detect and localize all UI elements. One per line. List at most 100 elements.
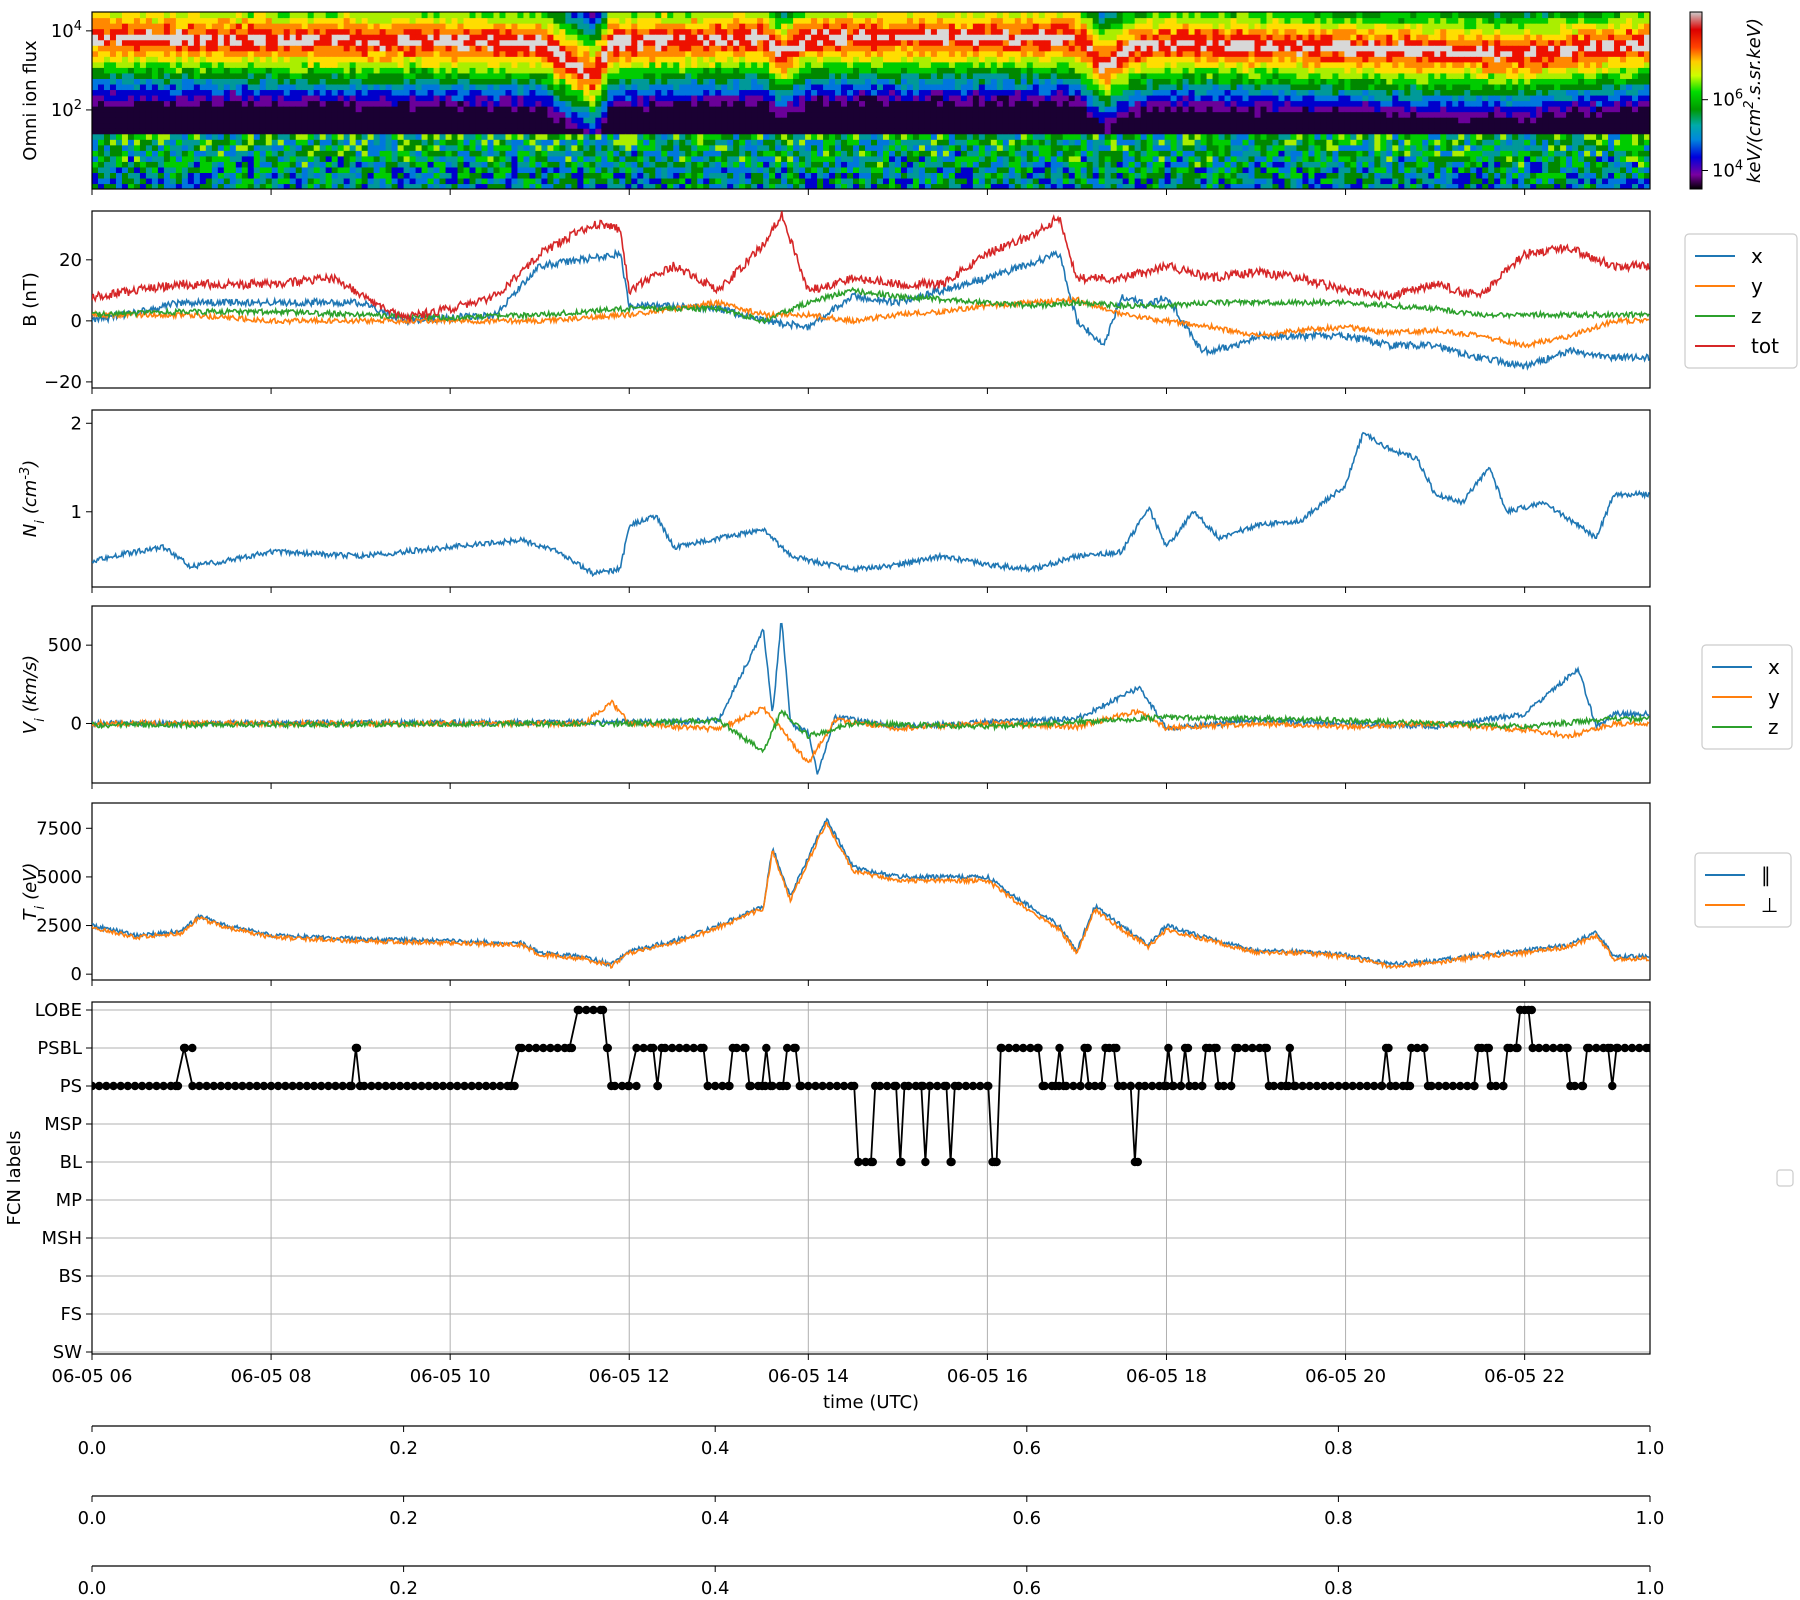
flux-cell xyxy=(625,150,632,157)
flux-cell xyxy=(92,122,99,129)
flux-cell xyxy=(1014,56,1022,63)
flux-cell xyxy=(349,177,357,185)
flux-cell xyxy=(954,128,962,135)
flux-cell xyxy=(463,12,471,19)
flux-cell xyxy=(127,83,135,91)
flux-cell xyxy=(367,117,375,124)
flux-cell xyxy=(475,78,483,85)
flux-cell xyxy=(613,23,620,30)
flux-cell xyxy=(553,177,560,185)
flux-cell xyxy=(1002,23,1010,30)
flux-cell xyxy=(115,39,123,46)
flux-cell xyxy=(175,23,183,30)
flux-cell xyxy=(667,117,674,124)
flux-cell xyxy=(397,56,405,63)
flux-cell xyxy=(319,161,327,168)
flux-cell xyxy=(847,34,854,41)
flux-cell xyxy=(355,50,363,57)
flux-cell xyxy=(301,128,309,135)
flux-cell xyxy=(355,117,363,124)
flux-cell xyxy=(343,72,351,79)
flux-cell xyxy=(92,45,99,52)
flux-cell xyxy=(235,89,243,96)
flux-cell xyxy=(451,139,459,146)
flux-cell xyxy=(733,61,740,68)
flux-cell xyxy=(163,155,171,162)
flux-cell xyxy=(247,133,255,140)
flux-cell xyxy=(607,128,614,135)
flux-cell xyxy=(954,177,962,185)
flux-cell xyxy=(493,144,501,151)
flux-cell xyxy=(996,128,1004,135)
flux-cell xyxy=(427,78,435,85)
flux-cell xyxy=(145,34,153,41)
flux-cell xyxy=(571,161,578,168)
flux-cell xyxy=(625,106,632,113)
flux-cell xyxy=(553,94,560,102)
flux-cell xyxy=(655,56,662,63)
flux-cell xyxy=(475,45,483,52)
flux-cell xyxy=(912,133,920,140)
flux-cell xyxy=(283,12,291,19)
flux-cell xyxy=(271,166,279,174)
flux-cell xyxy=(547,28,555,35)
flux-cell xyxy=(697,177,704,185)
flux-cell xyxy=(289,12,297,19)
flux-cell xyxy=(283,89,291,96)
flux-cell xyxy=(385,67,393,74)
flux-cell xyxy=(918,177,926,185)
flux-cell xyxy=(379,78,387,85)
flux-cell xyxy=(1008,39,1016,46)
flux-cell xyxy=(511,83,519,91)
flux-cell xyxy=(912,100,920,107)
flux-cell xyxy=(703,117,710,124)
flux-cell xyxy=(930,133,938,140)
flux-cell xyxy=(92,12,99,19)
flux-cell xyxy=(463,144,471,151)
flux-cell xyxy=(799,122,806,129)
flux-cell xyxy=(223,139,231,146)
flux-cell xyxy=(972,106,980,113)
flux-cell xyxy=(900,106,908,113)
flux-cell xyxy=(577,72,584,79)
flux-cell xyxy=(871,128,878,135)
flux-cell xyxy=(151,39,159,46)
flux-cell xyxy=(1014,100,1022,107)
flux-cell xyxy=(679,28,686,35)
flux-cell xyxy=(871,12,878,19)
flux-cell xyxy=(385,100,393,107)
flux-cell xyxy=(457,128,465,135)
flux-cell xyxy=(978,56,986,63)
flux-cell xyxy=(349,161,357,168)
flux-cell xyxy=(157,183,165,189)
flux-cell xyxy=(481,139,489,146)
flux-cell xyxy=(217,128,225,135)
flux-cell xyxy=(505,150,513,157)
flux-cell xyxy=(301,23,309,30)
flux-cell xyxy=(187,56,195,63)
flux-cell xyxy=(121,12,129,19)
flux-cell xyxy=(547,83,555,91)
flux-cell xyxy=(643,128,650,135)
flux-cell xyxy=(445,144,453,151)
flux-cell xyxy=(361,183,369,189)
flux-cell xyxy=(331,166,339,174)
flux-cell xyxy=(523,161,531,168)
flux-cell xyxy=(241,100,249,107)
flux-cell xyxy=(583,161,590,168)
flux-cell xyxy=(625,139,632,146)
flux-cell xyxy=(853,155,860,162)
flux-cell xyxy=(751,177,758,185)
flux-cell xyxy=(625,56,632,63)
flux-cell xyxy=(631,122,638,129)
flux-cell xyxy=(169,183,177,189)
flux-cell xyxy=(247,28,255,35)
flux-cell xyxy=(115,45,123,52)
flux-cell xyxy=(577,155,584,162)
flux-cell xyxy=(847,155,854,162)
flux-cell xyxy=(978,183,986,189)
flux-cell xyxy=(972,166,980,174)
flux-cell xyxy=(900,89,908,96)
flux-cell xyxy=(433,78,441,85)
flux-cell xyxy=(349,122,357,129)
